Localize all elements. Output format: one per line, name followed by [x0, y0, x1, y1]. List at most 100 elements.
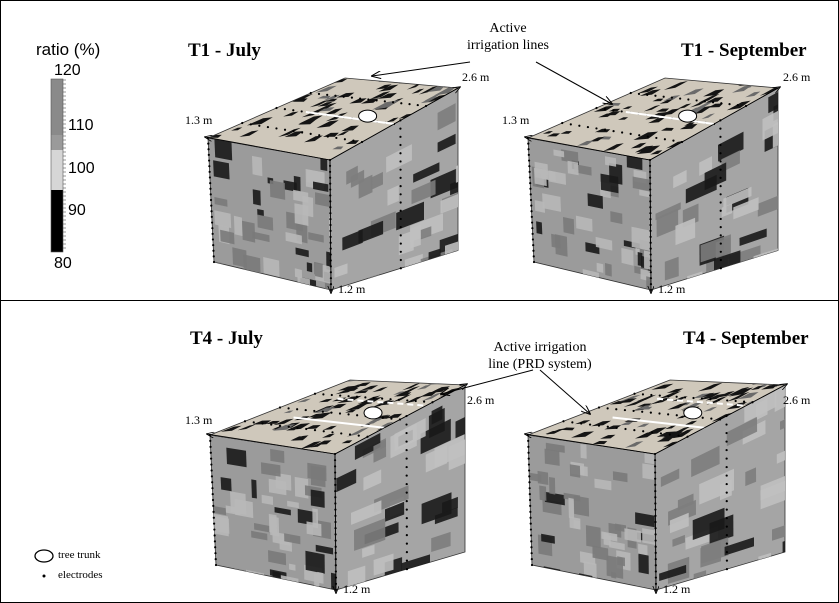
electrode: [309, 91, 312, 95]
top-patch: [312, 405, 335, 413]
top-patch: [643, 104, 661, 112]
electrode: [347, 395, 350, 398]
front-patch: [594, 478, 612, 491]
dim-length-t4-july: 2.6 m: [467, 393, 495, 407]
panel-title-t1-july: T1 - July: [188, 40, 261, 61]
electrode: [719, 143, 722, 147]
side-patch: [733, 197, 759, 220]
electrode: [641, 410, 644, 413]
electrode: [637, 92, 641, 96]
top-patch: [237, 424, 256, 431]
legend-title: ratio (%): [36, 40, 101, 59]
electrode: [209, 445, 212, 448]
side-patch: [428, 248, 441, 260]
electrode: [209, 187, 212, 190]
electrode: [531, 232, 534, 235]
top-patch: [638, 406, 653, 410]
electrode: [531, 227, 534, 230]
electrode: [719, 160, 722, 163]
front-patch: [308, 232, 324, 243]
dim-length-t4-september: 2.6 m: [783, 393, 811, 407]
electrode: [562, 420, 565, 423]
irrigation-line: [305, 111, 395, 125]
front-patch: [213, 506, 227, 516]
front-patch: [543, 566, 561, 571]
top-patch: [620, 421, 633, 426]
top-patch: [336, 92, 355, 98]
top-patch: [336, 130, 349, 136]
front-patch: [293, 189, 309, 203]
electrode: [675, 395, 678, 398]
front-patch: [283, 180, 297, 192]
front-patch: [569, 516, 581, 530]
side-patch: [354, 518, 386, 551]
front-patch: [601, 531, 618, 542]
top-patch: [701, 392, 715, 397]
top-patch: [421, 392, 443, 402]
electrode: [207, 153, 210, 157]
electrode: [207, 142, 210, 145]
front-patch: [554, 234, 568, 257]
electrode: [528, 481, 531, 484]
electrode: [725, 508, 728, 511]
top-patch: [298, 115, 323, 124]
top-patch: [416, 384, 432, 390]
electrode: [527, 148, 530, 151]
top-patch: [637, 86, 658, 94]
electrode: [527, 153, 530, 157]
top-patch: [598, 113, 614, 118]
electrode: [211, 487, 214, 490]
electrode: [672, 139, 675, 142]
electrode: [338, 412, 342, 415]
electrode: [322, 393, 325, 396]
electrode: [258, 124, 261, 127]
side-patch: [660, 468, 680, 487]
top-patch: [319, 107, 335, 112]
top-patch: [393, 391, 405, 395]
top-patch: [666, 140, 685, 149]
electrode: [416, 103, 419, 107]
front-patch: [585, 525, 601, 549]
front-patch: [612, 471, 628, 483]
top-patch: [656, 431, 676, 437]
top-patch: [357, 395, 381, 405]
electrode: [612, 109, 615, 112]
electrode: [701, 416, 704, 419]
top-patch: [265, 420, 280, 424]
electrode: [725, 457, 728, 460]
electrode: [381, 397, 384, 400]
electrode: [304, 408, 307, 412]
electrode: [249, 123, 252, 126]
top-patch: [690, 98, 712, 108]
electrode: [278, 424, 282, 427]
electrode: [330, 393, 333, 397]
front-patch: [605, 156, 617, 167]
electrode: [597, 424, 601, 427]
colorbar-band: [51, 150, 63, 190]
top-patch: [304, 135, 323, 143]
electrode: [530, 563, 534, 567]
electrode: [309, 132, 312, 135]
top-patch: [648, 117, 665, 124]
top-patch: [278, 127, 301, 137]
top-patch: [592, 441, 608, 445]
side-patch: [430, 168, 458, 199]
top-patch: [698, 392, 721, 401]
top-patch: [314, 407, 336, 414]
electrode: [603, 128, 607, 131]
top-patch: [618, 117, 629, 120]
side-patch: [724, 537, 754, 556]
front-patch: [580, 444, 587, 459]
electrode: [646, 135, 649, 138]
electrode: [719, 242, 722, 245]
electrode: [209, 451, 212, 454]
electrode: [207, 148, 210, 151]
electrode: [646, 93, 649, 96]
front-patch: [600, 173, 619, 194]
electrode: [529, 187, 532, 190]
top-patch: [372, 386, 388, 393]
front-patch: [213, 160, 230, 180]
electrode: [399, 258, 402, 262]
front-patch: [268, 478, 287, 496]
front-patch: [305, 550, 325, 574]
